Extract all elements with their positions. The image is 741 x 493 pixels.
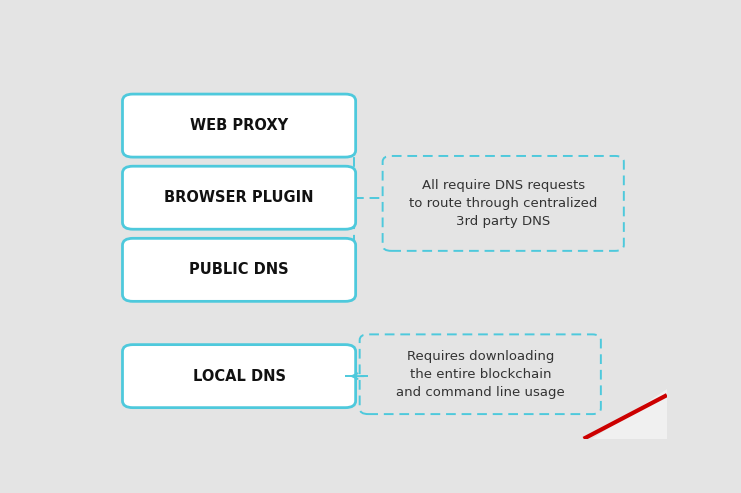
FancyBboxPatch shape: [359, 334, 601, 414]
FancyBboxPatch shape: [122, 94, 356, 157]
FancyBboxPatch shape: [122, 238, 356, 301]
Text: BROWSER PLUGIN: BROWSER PLUGIN: [165, 190, 314, 205]
FancyBboxPatch shape: [122, 345, 356, 408]
FancyBboxPatch shape: [382, 156, 624, 251]
FancyBboxPatch shape: [122, 166, 356, 229]
Text: PUBLIC DNS: PUBLIC DNS: [189, 262, 289, 278]
Text: Requires downloading
the entire blockchain
and command line usage: Requires downloading the entire blockcha…: [396, 350, 565, 399]
Text: LOCAL DNS: LOCAL DNS: [193, 369, 285, 384]
Text: All require DNS requests
to route through centralized
3rd party DNS: All require DNS requests to route throug…: [409, 179, 597, 228]
Text: WEB PROXY: WEB PROXY: [190, 118, 288, 133]
Polygon shape: [592, 389, 667, 439]
